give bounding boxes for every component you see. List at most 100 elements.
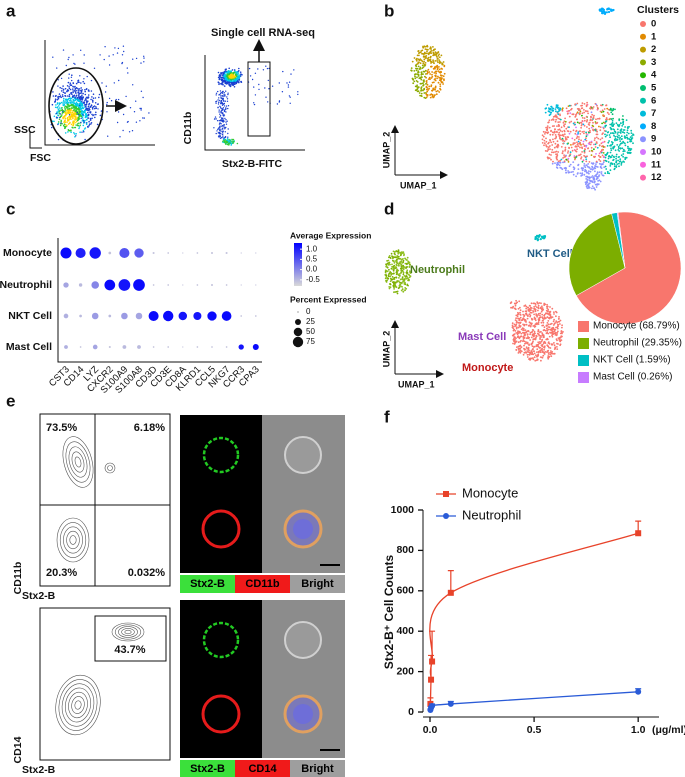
dot	[148, 310, 159, 322]
cell-dot	[249, 75, 252, 77]
cell-dot	[222, 121, 225, 123]
cell-dot	[214, 118, 216, 120]
cell-dot	[555, 130, 558, 133]
cell-dot	[546, 103, 549, 106]
series-line	[429, 691, 639, 711]
cell-dot	[554, 134, 557, 136]
cell-dot	[530, 350, 533, 352]
dot	[108, 345, 111, 349]
dot	[254, 315, 257, 317]
legend-size-dot	[297, 311, 299, 313]
cell-dot	[515, 332, 518, 334]
cell-dot	[64, 117, 67, 120]
cell-dot	[396, 292, 399, 295]
cell-dot	[56, 98, 59, 101]
cell-dot	[530, 311, 533, 314]
cell-dot	[420, 90, 422, 92]
cell-dot	[541, 313, 544, 316]
legend-marker	[443, 513, 449, 519]
cell-dot	[85, 123, 88, 126]
cell-dot	[624, 137, 626, 140]
cell-dot	[393, 291, 395, 294]
contour	[63, 526, 83, 554]
cell-dot	[558, 131, 561, 134]
cell-dot	[516, 315, 519, 318]
cell-dot	[258, 88, 260, 91]
nucleus	[293, 519, 313, 539]
cell-dot	[410, 67, 413, 69]
contour	[66, 530, 80, 550]
cell-dot	[410, 69, 413, 72]
cell-dot	[555, 166, 558, 169]
cell-dot	[554, 151, 556, 153]
cell-dot	[406, 284, 409, 286]
legend-swatch	[640, 123, 646, 130]
cell-dot	[394, 260, 397, 262]
cell-dot	[522, 335, 525, 338]
cell-dot	[536, 355, 538, 358]
cell-dot	[97, 108, 99, 110]
cell-dot	[550, 130, 552, 133]
cell-dot	[596, 108, 599, 111]
cell-dot	[422, 84, 425, 86]
cell-dot	[79, 106, 82, 109]
cell-dot	[235, 82, 238, 85]
cell-dot	[552, 107, 555, 110]
cell-dot	[523, 334, 526, 336]
cell-dot	[81, 97, 83, 100]
cell-dot	[614, 130, 617, 133]
cell-dot	[423, 79, 425, 81]
cell-dot	[593, 181, 596, 184]
cell-dot	[569, 130, 572, 133]
cell-dot	[610, 149, 613, 152]
cell-dot	[69, 121, 71, 124]
cell-dot	[59, 113, 61, 115]
cell-dot	[219, 90, 222, 92]
cell-dot	[432, 96, 435, 99]
cell-dot	[227, 128, 229, 130]
cell-dot	[223, 94, 225, 96]
cell-dot	[254, 94, 257, 96]
cell-dot	[539, 356, 542, 358]
cell-dot	[135, 57, 138, 60]
cell-dot	[388, 286, 391, 288]
cell-dot	[579, 110, 582, 113]
cell-dot	[595, 142, 598, 145]
cell-dot	[611, 113, 614, 116]
cell-dot	[74, 97, 77, 99]
cell-dot	[416, 84, 418, 87]
cell-dot	[527, 348, 530, 350]
cell-dot	[548, 355, 551, 358]
cell-dot	[402, 268, 405, 271]
cell-dot	[72, 116, 74, 119]
cell-dot	[287, 86, 290, 88]
cell-dot	[74, 63, 76, 65]
cell-dot	[437, 57, 439, 60]
cell-dot	[223, 126, 225, 128]
cell-dot	[72, 109, 75, 111]
cell-dot	[219, 106, 222, 109]
cell-dot	[227, 81, 229, 84]
cell-dot	[393, 288, 395, 290]
cell-dot	[114, 47, 116, 49]
cell-dot	[415, 80, 418, 82]
cell-dot	[225, 108, 227, 111]
cell-dot	[522, 353, 525, 356]
cell-dot	[73, 90, 76, 92]
cell-dot	[542, 336, 545, 339]
cell-dot	[418, 68, 421, 70]
cell-dot	[610, 123, 613, 126]
cell-dot	[583, 109, 585, 111]
cell-dot	[108, 64, 111, 66]
cell-dot	[415, 89, 418, 91]
cell-dot	[248, 67, 251, 70]
cell-dot	[547, 320, 550, 322]
cell-dot	[131, 130, 134, 132]
cell-dot	[408, 276, 411, 279]
cell-dot	[600, 104, 602, 107]
cell-dot	[225, 90, 227, 92]
cell-dot	[557, 330, 559, 333]
cell-dot	[555, 338, 558, 341]
cell-dot	[550, 141, 553, 144]
cell-dot	[551, 343, 554, 346]
